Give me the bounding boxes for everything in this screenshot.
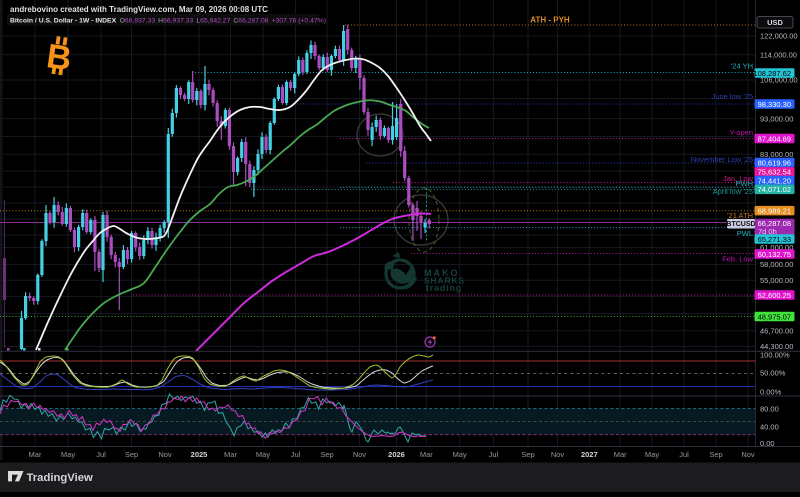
svg-text:93,000.00: 93,000.00	[760, 114, 793, 123]
svg-text:Feb. Low: Feb. Low	[722, 255, 753, 264]
svg-text:44,300.00: 44,300.00	[760, 342, 793, 351]
svg-text:66,287.08: 66,287.08	[758, 219, 791, 228]
svg-text:46,700.00: 46,700.00	[760, 327, 793, 336]
svg-text:MAKO: MAKO	[424, 268, 460, 278]
svg-text:April low '25: April low '25	[713, 187, 753, 196]
svg-text:SHARKS: SHARKS	[424, 276, 465, 286]
svg-text:November Low '25: November Low '25	[691, 155, 753, 164]
svg-text:Nov: Nov	[158, 450, 172, 459]
svg-text:58,000.00: 58,000.00	[760, 260, 793, 269]
svg-text:61,000.00: 61,000.00	[760, 243, 793, 252]
svg-text:Nov: Nov	[353, 450, 367, 459]
svg-text:40.00: 40.00	[760, 423, 779, 432]
svg-text:98,330.30: 98,330.30	[758, 100, 791, 109]
svg-text:68,989.21: 68,989.21	[758, 207, 791, 216]
svg-text:'24 YH: '24 YH	[731, 62, 753, 71]
svg-text:Nov: Nov	[551, 450, 565, 459]
svg-text:PWL: PWL	[737, 229, 753, 238]
svg-text:Mar: Mar	[224, 450, 237, 459]
svg-text:TradingView: TradingView	[27, 472, 94, 484]
svg-text:80.00: 80.00	[760, 405, 779, 414]
svg-text:Sep: Sep	[521, 450, 534, 459]
svg-text:48,975.07: 48,975.07	[758, 312, 791, 321]
svg-text:100.00%: 100.00%	[760, 351, 790, 360]
svg-text:trading: trading	[426, 283, 462, 293]
svg-text:50.00%: 50.00%	[760, 369, 786, 378]
svg-text:75,632.54: 75,632.54	[758, 168, 791, 177]
svg-text:Nov: Nov	[741, 450, 755, 459]
svg-text:andrebovino created with Tradi: andrebovino created with TradingView.com…	[10, 5, 268, 14]
svg-text:Mar: Mar	[614, 450, 627, 459]
svg-text:ATH - PYH: ATH - PYH	[530, 16, 570, 25]
svg-text:BTCUSD: BTCUSD	[726, 221, 755, 228]
svg-text:2025: 2025	[191, 450, 208, 459]
svg-text:Jan. Low: Jan. Low	[723, 174, 754, 183]
svg-text:65,271.33: 65,271.33	[758, 235, 791, 244]
svg-text:May: May	[453, 450, 467, 459]
svg-text:108,287.62: 108,287.62	[753, 69, 791, 78]
svg-text:Sep: Sep	[125, 450, 138, 459]
svg-text:May: May	[61, 450, 75, 459]
svg-text:122,000.00: 122,000.00	[760, 32, 798, 41]
svg-text:74,441.20: 74,441.20	[758, 176, 791, 185]
svg-text:Sep: Sep	[320, 450, 333, 459]
svg-text:0.00%: 0.00%	[760, 388, 782, 397]
svg-text:Mar: Mar	[29, 450, 42, 459]
svg-text:PWH: PWH	[736, 179, 754, 188]
svg-text:2027: 2027	[581, 450, 598, 459]
svg-text:Jul: Jul	[489, 450, 499, 459]
svg-text:7d 0h: 7d 0h	[758, 227, 777, 236]
svg-text:114,000.00: 114,000.00	[760, 50, 797, 59]
svg-text:55,000.00: 55,000.00	[760, 276, 793, 285]
svg-text:May: May	[645, 450, 659, 459]
svg-text:Bitcoin / U.S. Dollar - 1W - I: Bitcoin / U.S. Dollar - 1W - INDEX O66,93…	[10, 17, 326, 24]
svg-text:83,000.00: 83,000.00	[760, 150, 793, 159]
svg-text:May: May	[256, 450, 270, 459]
svg-text:74,071.02: 74,071.02	[758, 185, 791, 194]
svg-text:0.00: 0.00	[760, 439, 775, 448]
svg-text:60,132.75: 60,132.75	[758, 250, 791, 259]
svg-text:2026: 2026	[388, 450, 405, 459]
svg-text:Mar: Mar	[420, 450, 433, 459]
svg-text:80,619.96: 80,619.96	[758, 158, 791, 167]
svg-text:June low '25: June low '25	[712, 92, 753, 101]
svg-text:52,600.25: 52,600.25	[758, 291, 791, 300]
svg-text:Jul: Jul	[291, 450, 301, 459]
svg-text:87,404.69: 87,404.69	[758, 134, 791, 143]
svg-text:Sep: Sep	[709, 450, 722, 459]
svg-text:Jul: Jul	[96, 450, 106, 459]
svg-text:Y-open: Y-open	[730, 128, 754, 137]
svg-text:Jul: Jul	[679, 450, 689, 459]
svg-text:USD: USD	[767, 18, 783, 27]
svg-text:106,000.00: 106,000.00	[760, 76, 798, 85]
svg-text:'21 ATH: '21 ATH	[727, 211, 753, 220]
